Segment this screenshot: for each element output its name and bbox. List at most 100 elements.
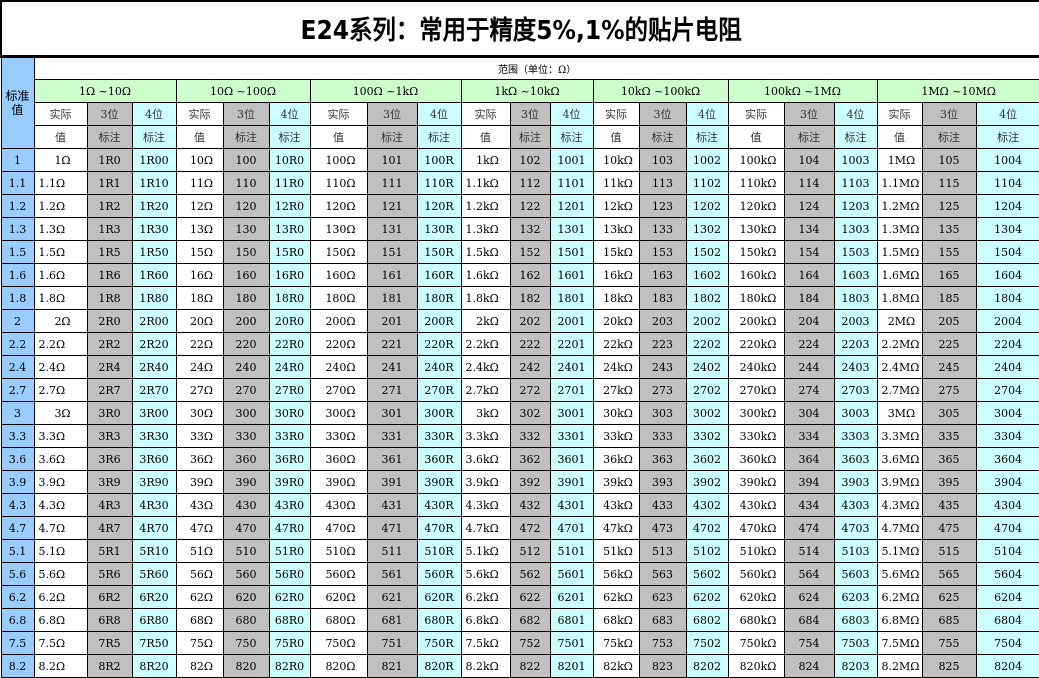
table-cell: 3R3 xyxy=(86,424,133,448)
table-cell: 470R xyxy=(416,516,462,540)
table-cell: 820kΩ xyxy=(727,654,785,678)
table-cell: 390 xyxy=(222,470,270,494)
table-cell: 220Ω xyxy=(309,332,368,356)
table-cell: 131 xyxy=(366,217,418,241)
column-header: 实际 xyxy=(876,102,923,126)
table-cell: 680R xyxy=(416,608,462,632)
table-cell: 36R0 xyxy=(268,447,311,471)
table-cell: 390kΩ xyxy=(727,470,785,494)
table-cell: 4703 xyxy=(833,516,878,540)
standard-value-cell: 4.7 xyxy=(0,516,35,540)
table-row: 1.2 1.2Ω 1R2 1R20 12Ω 120 12R0 120Ω 121 120R 1.2kΩ… xyxy=(0,194,1039,218)
table-cell: 7.5Ω xyxy=(33,631,88,655)
column-header: 标注 xyxy=(131,125,177,149)
table-cell: 68R0 xyxy=(268,608,311,632)
standard-value-cell: 7.5 xyxy=(0,631,35,655)
table-cell: 36kΩ xyxy=(592,447,640,471)
table-cell: 1.6Ω xyxy=(33,263,88,287)
table-cell: 3001 xyxy=(549,401,594,425)
table-cell: 7503 xyxy=(833,631,878,655)
column-header: 4位 xyxy=(416,102,462,126)
table-cell: 753 xyxy=(638,631,687,655)
table-cell: 1.2kΩ xyxy=(460,194,511,218)
standard-value-cell: 3 xyxy=(0,401,35,425)
table-cell: 132 xyxy=(509,217,551,241)
table-cell: 125 xyxy=(921,194,977,218)
table-cell: 823 xyxy=(638,654,687,678)
table-cell: 300kΩ xyxy=(727,401,785,425)
table-cell: 560 xyxy=(222,562,270,586)
table-cell: 5.1kΩ xyxy=(460,539,511,563)
table-cell: 270Ω xyxy=(309,378,368,402)
table-cell: 1.6kΩ xyxy=(460,263,511,287)
standard-value-cell: 1 xyxy=(0,148,35,172)
table-cell: 202 xyxy=(509,309,551,333)
table-cell: 1R20 xyxy=(131,194,177,218)
table-cell: 3902 xyxy=(685,470,729,494)
column-header: 4位 xyxy=(685,102,729,126)
table-cell: 750kΩ xyxy=(727,631,785,655)
table-cell: 680kΩ xyxy=(727,608,785,632)
table-cell: 200R xyxy=(416,309,462,333)
table-cell: 18Ω xyxy=(175,286,224,310)
table-cell: 1104 xyxy=(975,171,1039,195)
table-cell: 82R0 xyxy=(268,654,311,678)
range-group-header: 1Ω ~10Ω xyxy=(33,79,177,103)
table-cell: 124 xyxy=(783,194,835,218)
table-cell: 8203 xyxy=(833,654,878,678)
column-header: 值 xyxy=(175,125,224,149)
table-cell: 122 xyxy=(509,194,551,218)
table-cell: 4R3 xyxy=(86,493,133,517)
table-cell: 561 xyxy=(366,562,418,586)
table-cell: 6204 xyxy=(975,585,1039,609)
table-cell: 150kΩ xyxy=(727,240,785,264)
table-cell: 245 xyxy=(921,355,977,379)
table-cell: 113 xyxy=(638,171,687,195)
table-cell: 2R4 xyxy=(86,355,133,379)
table-cell: 112 xyxy=(509,171,551,195)
table-cell: 180Ω xyxy=(309,286,368,310)
range-group-header: 1MΩ ~10MΩ xyxy=(876,79,1039,103)
table-cell: 162 xyxy=(509,263,551,287)
table-cell: 104 xyxy=(783,148,835,172)
table-cell: 430 xyxy=(222,493,270,517)
column-header: 3位 xyxy=(509,102,551,126)
table-cell: 180kΩ xyxy=(727,286,785,310)
table-cell: 1.1MΩ xyxy=(876,171,923,195)
table-row: 2.7 2.7Ω 2R7 2R70 27Ω 270 27R0 270Ω 271 270R 2.7kΩ… xyxy=(0,378,1039,402)
table-cell: 1.5Ω xyxy=(33,240,88,264)
table-cell: 51R0 xyxy=(268,539,311,563)
table-cell: 221 xyxy=(366,332,418,356)
table-cell: 2.7kΩ xyxy=(460,378,511,402)
table-cell: 27R0 xyxy=(268,378,311,402)
table-cell: 3301 xyxy=(549,424,594,448)
table-cell: 10kΩ xyxy=(592,148,640,172)
table-cell: 100R xyxy=(416,148,462,172)
table-cell: 334 xyxy=(783,424,835,448)
table-cell: 8R20 xyxy=(131,654,177,678)
table-cell: 3901 xyxy=(549,470,594,494)
table-cell: 100Ω xyxy=(309,148,368,172)
table-cell: 564 xyxy=(783,562,835,586)
table-cell: 1kΩ xyxy=(460,148,511,172)
table-cell: 514 xyxy=(783,539,835,563)
table-cell: 1R2 xyxy=(86,194,133,218)
table-cell: 2.2kΩ xyxy=(460,332,511,356)
table-cell: 4704 xyxy=(975,516,1039,540)
table-cell: 1R80 xyxy=(131,286,177,310)
table-cell: 620R xyxy=(416,585,462,609)
column-header: 标注 xyxy=(685,125,729,149)
table-cell: 43Ω xyxy=(175,493,224,517)
table-cell: 43R0 xyxy=(268,493,311,517)
table-cell: 2R0 xyxy=(86,309,133,333)
table-cell: 1001 xyxy=(549,148,594,172)
table-cell: 8.2MΩ xyxy=(876,654,923,678)
table-cell: 270 xyxy=(222,378,270,402)
table-cell: 271 xyxy=(366,378,418,402)
table-cell: 470kΩ xyxy=(727,516,785,540)
table-cell: 4.7MΩ xyxy=(876,516,923,540)
standard-value-cell: 2 xyxy=(0,309,35,333)
table-cell: 163 xyxy=(638,263,687,287)
standard-value-cell: 1.8 xyxy=(0,286,35,310)
table-cell: 1R50 xyxy=(131,240,177,264)
